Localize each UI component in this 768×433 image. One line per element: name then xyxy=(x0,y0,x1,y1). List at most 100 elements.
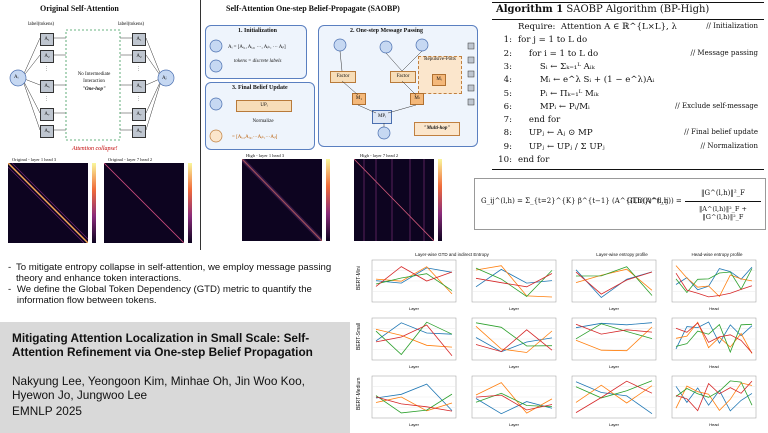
init-title: 1. Initialization xyxy=(238,28,278,34)
heatmap-original-l7 xyxy=(103,162,185,244)
algo-line-text: Require: Attention A ∈ ℝ^{L×L}, λ xyxy=(518,22,677,32)
gtd-mid: GTD(A^(l,h)) = xyxy=(627,197,682,205)
algo-line: 1: for j = 1 to L do xyxy=(496,35,764,45)
result-series-line xyxy=(475,394,553,411)
algo-line-number: 7: xyxy=(503,115,512,126)
result-subplot-xlabel: Layer xyxy=(609,364,620,369)
result-series-line xyxy=(575,268,653,291)
algo-line-number: 3: xyxy=(503,61,512,72)
result-series-line xyxy=(675,380,753,406)
token-a7-right: A₇ xyxy=(132,108,146,121)
token-a2-left: A₂ xyxy=(40,50,54,63)
token-a5-right: A₅ xyxy=(132,80,146,93)
algo-bottom-rule xyxy=(492,169,764,170)
result-subplot-xlabel: Layer xyxy=(509,422,520,427)
algo-line-number: 2: xyxy=(503,48,512,59)
heatmap-original-l7-title: Original - layer 7 head 2 xyxy=(108,157,153,162)
algo-line-number: 9: xyxy=(503,141,512,152)
result-series-line xyxy=(475,268,553,288)
algo-line-text: end for xyxy=(518,115,561,126)
result-series-line xyxy=(575,323,653,340)
algo-mid-rule xyxy=(492,19,764,20)
result-series-line xyxy=(575,266,653,296)
bullet-item-1: - To mitigate entropy collapse in self-at… xyxy=(8,262,338,284)
attention-connections xyxy=(9,29,175,141)
algo-line-text: Pᵢ ← Πₖ₌₁ᴸ Mᵢₖ xyxy=(518,88,599,99)
algo-line: 10: end for xyxy=(496,155,764,165)
msg-m1: M₁ xyxy=(352,93,366,105)
result-subplot: Head xyxy=(671,259,757,311)
result-series-line xyxy=(375,393,453,414)
result-series-line xyxy=(675,386,753,412)
algo-line-text: for j = 1 to L do xyxy=(518,35,588,46)
colorbar-3 xyxy=(326,159,330,241)
algo-line-number: 6: xyxy=(503,101,512,112)
result-subplot: Layer xyxy=(571,375,657,427)
one-hop-text: "One-hop" xyxy=(82,87,106,92)
final-update-box xyxy=(205,82,315,150)
algo-line-comment: // Exclude self-message xyxy=(675,101,758,110)
result-subplot-xlabel: Head xyxy=(709,364,719,369)
heatmap-high-l7 xyxy=(353,158,435,242)
algo-line: 5: Pᵢ ← Πₖ₌₁ᴸ Mᵢₖ xyxy=(496,89,764,99)
msg-mpi: MPᵢ xyxy=(372,110,392,124)
row-label-small: BERT-Small xyxy=(356,322,362,350)
result-subplot: Layer xyxy=(371,375,457,427)
heatmap-high-l1-title: High - layer 1 head 3 xyxy=(246,153,285,158)
algo-line-text: end for xyxy=(518,155,550,165)
msg-mi: Mᵢ xyxy=(432,74,446,86)
node-aj: Aⱼ xyxy=(162,76,167,81)
result-series-line xyxy=(675,380,753,412)
token-a5-left: A₅ xyxy=(40,80,54,93)
heatmap-high-l7-title: High - layer 7 head 2 xyxy=(360,153,399,158)
msg-ml: Mₗ xyxy=(410,93,424,105)
result-series-line xyxy=(575,380,653,399)
algo-line: 6: MPᵢ ← Pᵢ/Mᵢ // Exclude self-message xyxy=(496,102,764,112)
algo-line-text: UPⱼ ← UPⱼ / Σ UPⱼ xyxy=(518,141,605,152)
token-dots-right-2: ⋮ xyxy=(136,97,141,102)
final-formula: = [Aᵢ₁,Aᵢ₂,⋯Aᵢₖ,⋯Aᵢₗ] xyxy=(232,135,278,140)
row-label-mini: BERT-Mini xyxy=(356,266,362,290)
factor-left: Factor xyxy=(330,71,356,83)
colorbar-4 xyxy=(438,159,442,241)
result-series-line xyxy=(475,265,553,298)
results-plot-grid: Layer Layer Layer Head Layer Layer Layer Head La… xyxy=(364,258,766,433)
gtd-formula-box: G_ij^(l,h) = Σ_{t=2}^{K} β^{t−1} (A^{(l,… xyxy=(474,178,766,230)
result-series-line xyxy=(675,323,753,354)
result-series-line xyxy=(575,326,653,352)
gtd-num: ‖G^(l,h)‖²_F xyxy=(700,189,746,197)
final-up: UPᵢ xyxy=(236,100,292,112)
result-subplot: Head xyxy=(671,317,757,369)
algo-line: 3: Sᵢ ← Σₖ₌₁ᴸ Aᵢₖ xyxy=(496,62,764,72)
gtd-den: ‖A^(l,h)‖²_F + ‖G^(l,h)‖²_F xyxy=(699,205,747,221)
node-ai: Aᵢ xyxy=(14,75,19,80)
algo-title: Algorithm 1 SAOBP Algorithm (BP-High) xyxy=(496,4,709,15)
init-note: tokens = discrete labels xyxy=(234,59,282,64)
token-dots-right: ⋮ xyxy=(136,67,141,72)
result-subplot-xlabel: Head xyxy=(709,422,719,427)
gtd-lhs: G_ij^(l,h) = Σ_{t=2}^{K} β^{t−1} (A^{(l,… xyxy=(481,197,669,205)
init-nodes xyxy=(209,39,223,73)
no-interaction-text-2: Interaction xyxy=(83,79,105,84)
result-series-line xyxy=(675,272,753,298)
result-series-line xyxy=(375,321,453,356)
algo-line: 7: end for xyxy=(496,115,764,125)
bullet-list: - To mitigate entropy collapse in self-at… xyxy=(8,262,338,306)
result-subplot: Layer xyxy=(471,375,557,427)
result-series-line xyxy=(575,269,653,299)
result-subplot-xlabel: Layer xyxy=(609,306,620,311)
result-series-line xyxy=(375,324,453,356)
result-series-line xyxy=(675,321,753,350)
final-normalize: Normalize xyxy=(252,119,274,124)
token-a1-right: A₁ xyxy=(132,33,146,46)
algo-line-comment: // Message passing xyxy=(690,48,758,57)
heatmap-high-l1 xyxy=(240,157,324,243)
plots-col-title-1: Layer-wise GTD and indirect Entropy xyxy=(415,252,489,257)
result-series-line xyxy=(475,326,553,353)
algo-line-number: 1: xyxy=(503,35,512,46)
result-series-line xyxy=(475,329,553,353)
bullet-item-2: - We define the Global Token Dependency (… xyxy=(8,284,338,306)
final-nodes xyxy=(209,97,223,143)
token-a7-left: A₇ xyxy=(40,108,54,121)
init-formula: Aᵢ = [Aᵢ₁, Aᵢ₂, ⋯, Aᵢₖ, ⋯ Aᵢₗ] xyxy=(228,45,286,50)
